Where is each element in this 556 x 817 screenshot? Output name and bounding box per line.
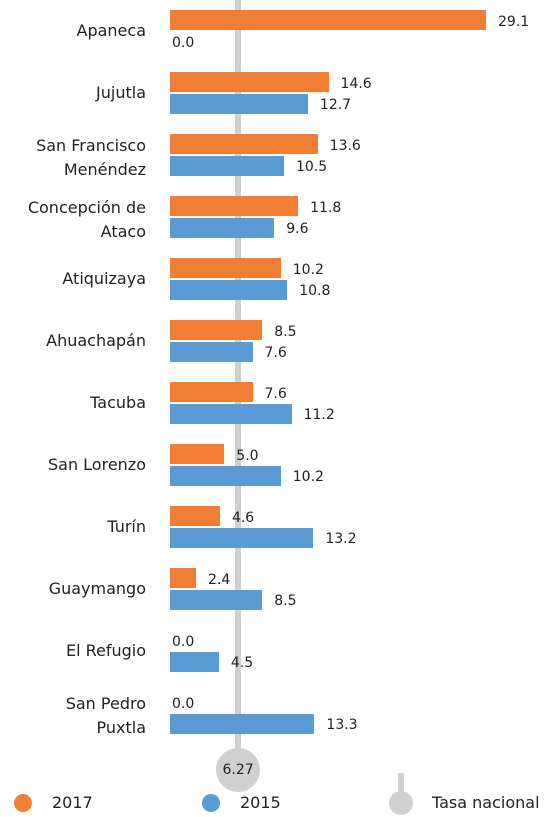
legend-swatch (202, 794, 220, 812)
value-label: 5.0 (236, 448, 259, 464)
value-label: 0.0 (172, 696, 195, 712)
bar (170, 466, 281, 486)
bar (170, 10, 486, 30)
bar (170, 528, 314, 548)
category-label: Atiquizaya (62, 269, 146, 288)
bar (170, 134, 318, 154)
value-label: 8.5 (274, 324, 297, 340)
bar (170, 258, 281, 278)
bar (170, 218, 275, 238)
value-label: 10.2 (292, 262, 324, 278)
legend-label: 2015 (240, 793, 281, 812)
category-label: Apaneca (76, 21, 147, 40)
value-label: 11.2 (303, 407, 335, 423)
value-label: 9.6 (286, 221, 309, 237)
category-label: Tacuba (90, 393, 146, 412)
value-label: 4.6 (231, 510, 255, 526)
category-label: Concepción de Ataco (27, 198, 146, 241)
bar (170, 590, 263, 610)
value-label: 2.4 (208, 572, 231, 588)
category-label: San Pedro Puxtla (65, 694, 146, 737)
value-label: 10.8 (299, 283, 331, 299)
category-label: Guaymango (48, 579, 146, 598)
bar (170, 72, 329, 92)
category-label: Ahuachapán (46, 331, 146, 350)
value-label: 14.6 (340, 76, 372, 92)
value-label: 0.0 (172, 35, 195, 51)
bar (170, 506, 220, 526)
category-label: San Lorenzo (47, 455, 146, 474)
bar (170, 320, 263, 340)
bar (170, 94, 308, 114)
reference-line (235, 0, 242, 760)
value-label: 4.5 (230, 655, 254, 671)
legend-label: Tasa nacional (432, 793, 540, 812)
value-label: 29.1 (498, 14, 530, 30)
legend-label: 2017 (52, 793, 93, 812)
value-label: 11.8 (310, 200, 342, 216)
value-label: 13.3 (326, 717, 358, 733)
bar (170, 382, 253, 402)
legend-swatch (14, 794, 32, 812)
bar (170, 280, 288, 300)
value-label: 10.5 (296, 159, 328, 175)
bar (170, 568, 197, 588)
legend-swatch (389, 791, 413, 815)
reference-circle: 6.27 (216, 748, 261, 792)
bar (170, 714, 315, 734)
category-label: Jujutla (96, 83, 146, 102)
value-label: 7.6 (264, 386, 287, 402)
value-label: 13.2 (325, 531, 357, 547)
bar (170, 156, 285, 176)
value-label: 8.5 (274, 593, 297, 609)
bar (170, 652, 219, 672)
bar (170, 404, 292, 424)
bar (170, 342, 253, 362)
category-label: Turín (107, 517, 146, 536)
value-label: 10.2 (292, 469, 324, 485)
value-label: 0.0 (172, 634, 195, 650)
bar (170, 444, 225, 464)
legend-swatch (398, 773, 404, 793)
category-label: San Francisco Menéndez (36, 136, 146, 179)
value-label: 7.6 (264, 345, 287, 361)
value-label: 12.7 (319, 97, 352, 113)
category-label: El Refugio (65, 641, 146, 660)
bar (170, 196, 299, 216)
value-label: 13.6 (329, 138, 361, 154)
